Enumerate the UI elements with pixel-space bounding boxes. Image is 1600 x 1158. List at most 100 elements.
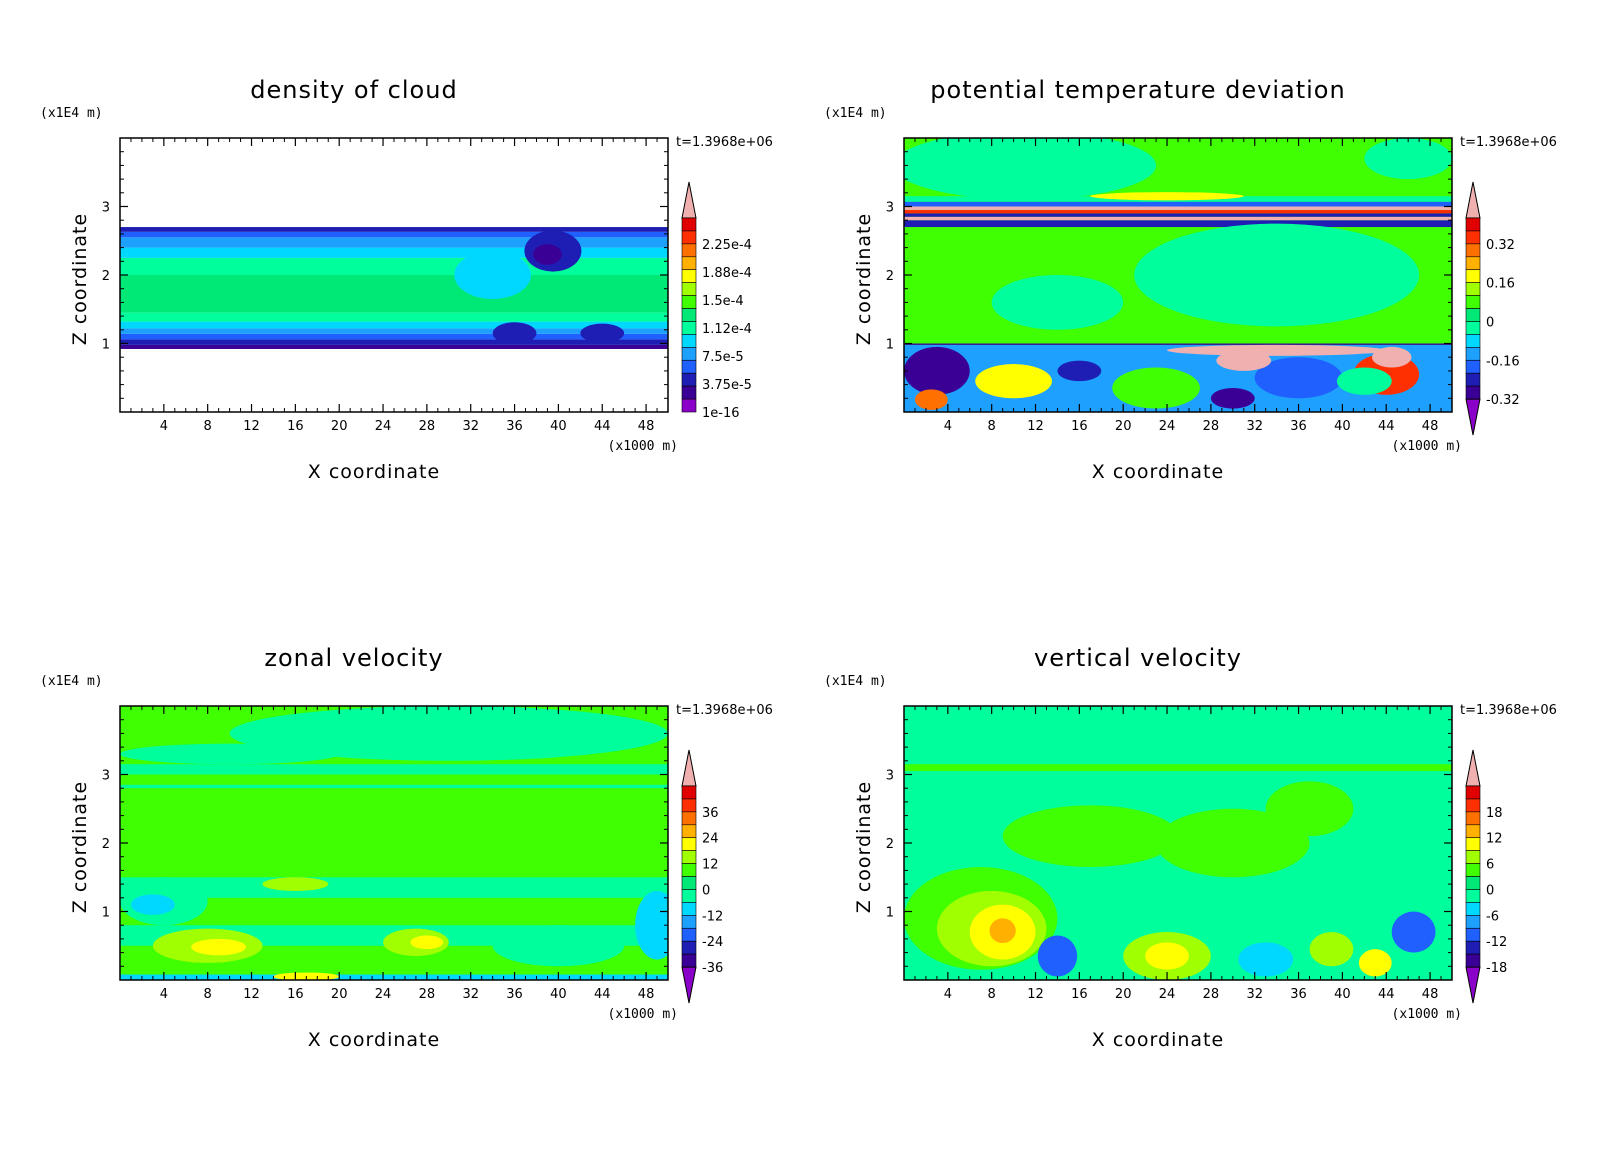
contour-region	[262, 877, 329, 891]
colorbar-segment	[681, 915, 697, 929]
colorbar-label: 6	[1486, 858, 1494, 873]
contour-region	[635, 890, 668, 960]
colorbar-segment	[681, 837, 697, 851]
contour-region	[1167, 344, 1387, 356]
contour-region	[1371, 346, 1412, 368]
y-axis-label: Z coordinate	[69, 781, 91, 913]
x-tick-label: 40	[550, 987, 567, 1002]
contour-band	[120, 227, 668, 232]
colorbar-label: 0	[702, 883, 710, 898]
colorbar-segment	[1465, 282, 1481, 296]
colorbar-segment	[1465, 334, 1481, 348]
colorbar-label: 3.75e-5	[702, 378, 752, 393]
contour-region	[904, 346, 970, 395]
contour-field	[120, 706, 668, 980]
x-axis-label: X coordinate	[308, 1029, 440, 1051]
y-tick-label: 2	[886, 269, 894, 284]
contour-region	[1358, 949, 1392, 977]
colorbar-label: 1.5e-4	[702, 294, 744, 309]
y-tick-label: 2	[886, 837, 894, 852]
colorbar-segment	[1465, 347, 1481, 361]
y-tick-label: 3	[102, 201, 110, 216]
x-axis-unit: (x1000 m)	[1392, 1007, 1462, 1022]
colorbar-segment	[1465, 915, 1481, 929]
x-tick-label: 12	[1027, 419, 1044, 434]
contour-band	[120, 275, 668, 313]
chart-title: density of cloud	[250, 76, 457, 104]
chart-vertical-velocity: vertical velocity(x1E4 m)t=1.3968e+064 8 1…	[824, 644, 1557, 1051]
colorbar-label: -12	[1486, 935, 1507, 950]
x-tick-label: 24	[1159, 419, 1176, 434]
x-tick-label: 12	[1027, 987, 1044, 1002]
chart-title: potential temperature deviation	[930, 76, 1345, 104]
contour-region	[1210, 388, 1255, 409]
colorbar-segment	[1465, 940, 1481, 955]
colorbar-segment	[681, 863, 697, 877]
y-tick-label: 2	[102, 837, 110, 852]
contour-region	[1238, 942, 1294, 977]
contour-region	[989, 918, 1016, 944]
colorbar-segment	[1465, 256, 1481, 271]
contour-band	[120, 257, 668, 275]
colorbar-label: 12	[702, 858, 719, 873]
colorbar-max-arrow	[681, 749, 697, 787]
contour-region	[1002, 805, 1178, 867]
y-axis-unit: (x1E4 m)	[40, 106, 103, 121]
colorbar-segment	[1465, 798, 1481, 813]
contour-region	[991, 275, 1124, 330]
colorbar-segment	[681, 282, 697, 296]
x-tick-label: 28	[419, 987, 436, 1002]
colorbar-segment	[1465, 889, 1481, 903]
colorbar-segment	[1465, 372, 1481, 387]
contour-region	[1090, 192, 1244, 201]
x-tick-label: 28	[1203, 419, 1220, 434]
colorbar-label: 24	[702, 832, 719, 847]
y-tick-label: 3	[102, 769, 110, 784]
colorbar-segment	[681, 889, 697, 903]
colorbar-segment	[681, 295, 697, 309]
colorbar-segment	[681, 243, 697, 258]
colorbar-segment	[1465, 824, 1481, 839]
colorbar-segment	[1465, 927, 1481, 942]
x-axis-label: X coordinate	[1092, 1029, 1224, 1051]
colorbar-segment	[681, 347, 697, 361]
colorbar-max-arrow	[1465, 749, 1481, 787]
x-tick-label: 12	[243, 419, 260, 434]
colorbar-segment	[681, 359, 697, 374]
x-tick-label: 16	[287, 419, 304, 434]
x-tick-label: 36	[1290, 987, 1307, 1002]
y-tick-label: 2	[102, 269, 110, 284]
chart-title: zonal velocity	[264, 644, 443, 672]
chart-density-of-cloud: density of cloud(x1E4 m)t=1.3968e+064 8 12…	[40, 76, 773, 483]
contour-band	[120, 764, 668, 775]
colorbar-segment	[681, 902, 697, 916]
contour-region	[229, 706, 668, 761]
colorbar-label: 2.25e-4	[702, 238, 752, 253]
contour-region	[191, 938, 247, 956]
colorbar-segment	[681, 334, 697, 348]
colorbar-segment	[1465, 385, 1481, 400]
contour-band	[904, 213, 1452, 217]
colorbar-segment	[681, 927, 697, 942]
x-tick-label: 32	[1246, 987, 1263, 1002]
y-axis-unit: (x1E4 m)	[40, 674, 103, 689]
x-tick-label: 28	[419, 419, 436, 434]
contour-band	[904, 201, 1452, 207]
contour-region	[454, 251, 531, 299]
x-tick-label: 20	[1115, 419, 1132, 434]
colorbar: 18 12 6 0 -6 -12 -18	[1465, 749, 1507, 1004]
colorbar-label: -24	[702, 935, 723, 950]
x-tick-label: 8	[204, 419, 212, 434]
x-tick-label: 48	[638, 987, 655, 1002]
contour-band	[120, 312, 668, 322]
contour-band	[904, 209, 1452, 214]
contour-region	[410, 935, 444, 950]
colorbar-segment	[1465, 902, 1481, 916]
contour-band	[904, 206, 1452, 210]
y-axis-label: Z coordinate	[853, 781, 875, 913]
colorbar-segment	[1465, 850, 1481, 864]
colorbar-segment	[1465, 837, 1481, 851]
panel-zonal-velocity: zonal velocity (x1E4 m) t=1.3968e+06 4 8 12 16…	[0, 568, 800, 1147]
x-tick-label: 24	[375, 987, 392, 1002]
colorbar-label: 0	[1486, 883, 1494, 898]
